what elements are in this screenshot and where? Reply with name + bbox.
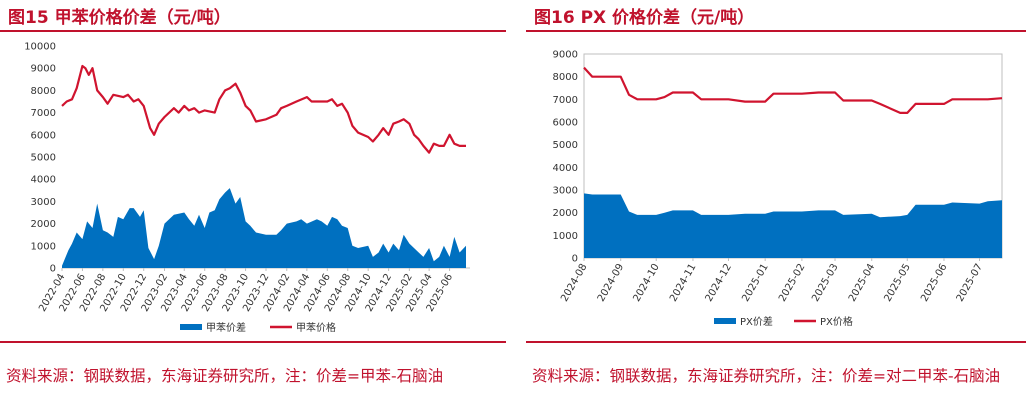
legend-label: 甲苯价差 — [206, 321, 246, 334]
x-tick-label: 2024-10 — [631, 262, 661, 304]
x-tick-label: 2024-08 — [559, 262, 589, 304]
series-area — [584, 193, 1002, 258]
series-line — [61, 64, 466, 154]
y-tick-label: 8000 — [31, 86, 56, 97]
source-note: 资料来源：钢联数据，东海证券研究所，注：价差=对二甲苯-石脑油 — [532, 367, 1001, 385]
source-rule — [526, 341, 1026, 343]
y-tick-label: 0 — [50, 264, 56, 275]
x-tick-label: 2024-12 — [704, 262, 734, 304]
source-rule — [0, 341, 506, 343]
y-tick-label: 6000 — [31, 130, 56, 141]
legend-swatch — [714, 318, 736, 324]
y-tick-label: 9000 — [31, 64, 56, 75]
y-tick-label: 0 — [572, 254, 578, 265]
y-tick-label: 1000 — [553, 231, 578, 242]
y-tick-label: 1000 — [31, 241, 56, 252]
y-tick-label: 6000 — [553, 118, 578, 129]
x-tick-label: 2025-03 — [810, 262, 840, 304]
y-tick-label: 7000 — [31, 108, 56, 119]
y-tick-label: 8000 — [553, 72, 578, 83]
legend-label: 甲苯价格 — [296, 321, 336, 334]
y-tick-label: 2000 — [553, 208, 578, 219]
series-area — [62, 188, 466, 268]
legend-swatch — [180, 324, 202, 330]
y-tick-label: 2000 — [31, 219, 56, 230]
y-tick-label: 3000 — [553, 186, 578, 197]
px-chart: 0 1000 2000 3000 4000 5000 6000 7000 8000 9000 202… — [553, 50, 1003, 328]
y-tick-label: 5000 — [553, 140, 578, 151]
y-tick-label: 9000 — [553, 50, 578, 61]
y-tick-label: 7000 — [553, 95, 578, 106]
x-tick-label: 2025-04 — [847, 262, 877, 304]
source-note: 资料来源：钢联数据，东海证券研究所，注：价差=甲苯-石脑油 — [6, 367, 444, 385]
y-tick-label: 4000 — [31, 175, 56, 186]
x-tick-label: 2024-09 — [596, 262, 626, 304]
figure-title: 图16 PX 价格价差（元/吨） — [534, 8, 755, 28]
legend-label: PX价格 — [820, 315, 853, 328]
y-tick-label: 4000 — [553, 163, 578, 174]
x-tick-label: 2025-07 — [955, 262, 985, 304]
title-rule — [526, 30, 1026, 32]
x-tick-label: 2024-11 — [668, 262, 698, 304]
toluene-chart: 0 1000 2000 3000 4000 5000 6000 7000 8000 9000 100… — [24, 42, 470, 334]
x-tick-label: 2025-01 — [740, 262, 770, 304]
y-tick-label: 10000 — [24, 42, 56, 53]
x-tick-label: 2025-06 — [919, 262, 949, 304]
title-rule — [0, 30, 506, 32]
legend-label: PX价差 — [740, 315, 773, 328]
panel-toluene: 图15 甲苯价格价差（元/吨） 0 1000 2000 3000 4000 5000 600… — [0, 0, 506, 402]
panel-px: 图16 PX 价格价差（元/吨） 0 1000 2000 3000 4000 5000 60… — [526, 0, 1032, 402]
figure-title: 图15 甲苯价格价差（元/吨） — [8, 8, 231, 28]
x-tick-label: 2025-05 — [882, 262, 912, 304]
y-tick-label: 3000 — [31, 197, 56, 208]
y-tick-label: 5000 — [31, 153, 56, 164]
series-line — [583, 66, 1003, 114]
x-tick-label: 2025-02 — [777, 262, 807, 304]
